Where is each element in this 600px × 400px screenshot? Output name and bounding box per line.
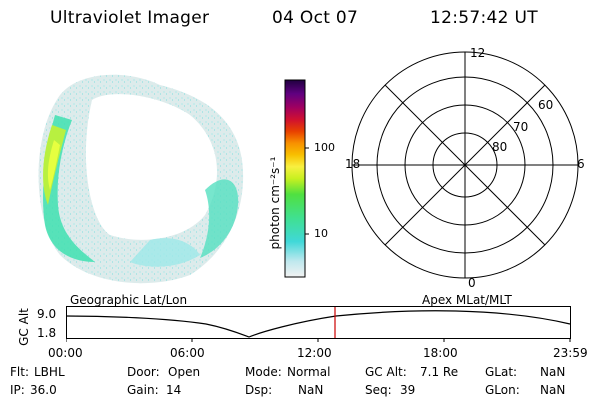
status-flt-label: Flt: [10,365,29,379]
lat-label-60: 60 [538,98,554,112]
color-scale-bar [284,79,309,278]
status-ip-label: IP: [10,383,25,397]
polar-grid-plot [351,51,579,279]
status-flt-value: LBHL [34,365,65,379]
instrument-title: Ultraviolet Imager [50,8,210,28]
status-gcalt-label: GC Alt: [365,365,407,379]
status-door-value: Open [168,365,201,379]
y-min-label: 1.8 [37,326,57,340]
geographic-label: Geographic Lat/Lon [70,293,188,307]
status-glon-value: NaN [540,383,566,397]
status-glat-value: NaN [540,365,566,379]
mlt-label-6: 6 [577,157,585,171]
apex-label: Apex MLat/MLT [422,293,512,307]
status-mode-label: Mode: [245,365,282,379]
status-gain-value: 14 [166,383,182,397]
status-glon-label: GLon: [485,383,520,397]
time-label: 12:57:42 UT [430,8,538,28]
lat-label-80: 80 [492,140,508,154]
status-dsp-value: NaN [298,383,324,397]
mlt-label-0: 0 [468,276,476,290]
colorbar-unit-label: photon cm⁻²s⁻¹ [268,156,282,250]
status-gcalt-value: 7.1 Re [420,365,459,379]
time-tick-0000: 00:00 [48,346,83,360]
lat-label-70: 70 [513,120,529,134]
mlt-label-12: 12 [470,46,486,60]
status-gain-label: Gain: [127,383,159,397]
altitude-timeline [66,306,571,342]
status-mode-value: Normal [287,365,331,379]
status-door-label: Door: [127,365,160,379]
time-tick-1200: 12:00 [297,346,332,360]
mlt-label-18: 18 [345,157,361,171]
y-max-label: 9.0 [37,307,57,321]
time-tick-0600: 06:00 [170,346,205,360]
status-seq-value: 39 [400,383,416,397]
status-glat-label: GLat: [485,365,518,379]
date-label: 04 Oct 07 [272,8,359,28]
colorbar-tick-100: 100 [314,141,335,154]
status-dsp-label: Dsp: [245,383,273,397]
status-seq-label: Seq: [365,383,392,397]
time-tick-2359: 23:59 [553,346,588,360]
status-ip-value: 36.0 [30,383,57,397]
colorbar-tick-10: 10 [314,227,328,240]
time-tick-1800: 18:00 [423,346,458,360]
gc-alt-axis-title: GC Alt [17,308,31,346]
